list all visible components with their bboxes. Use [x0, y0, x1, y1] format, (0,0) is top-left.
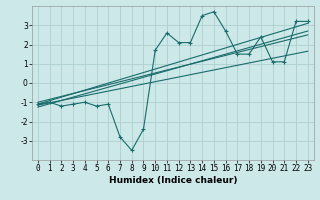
Point: [141, 128, 146, 131]
Point: [293, 20, 299, 23]
Point: [223, 29, 228, 33]
Point: [94, 104, 99, 108]
Point: [200, 14, 205, 17]
Point: [59, 104, 64, 108]
Point: [70, 103, 76, 106]
Point: [35, 103, 40, 106]
X-axis label: Humidex (Indice chaleur): Humidex (Indice chaleur): [108, 176, 237, 185]
Point: [106, 103, 111, 106]
Point: [246, 53, 252, 56]
Point: [282, 60, 287, 63]
Point: [188, 41, 193, 44]
Point: [129, 149, 134, 152]
Point: [258, 35, 263, 38]
Point: [305, 20, 310, 23]
Point: [82, 101, 87, 104]
Point: [164, 31, 170, 35]
Point: [47, 101, 52, 104]
Point: [270, 60, 275, 63]
Point: [235, 53, 240, 56]
Point: [176, 41, 181, 44]
Point: [153, 49, 158, 52]
Point: [117, 135, 123, 138]
Point: [211, 10, 216, 13]
